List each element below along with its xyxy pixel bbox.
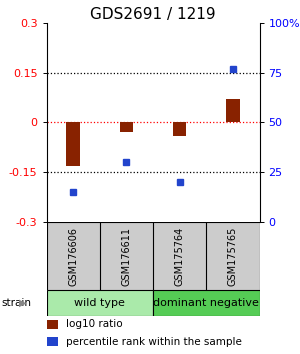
Text: GSM176611: GSM176611	[122, 227, 131, 286]
Bar	[226, 99, 239, 122]
FancyBboxPatch shape	[46, 290, 153, 316]
Title: GDS2691 / 1219: GDS2691 / 1219	[90, 7, 216, 22]
Bar	[120, 122, 133, 132]
Text: wild type: wild type	[74, 298, 125, 308]
Text: log10 ratio: log10 ratio	[66, 320, 122, 330]
Text: GSM175764: GSM175764	[175, 227, 184, 286]
Bar	[46, 337, 58, 346]
Text: GSM176606: GSM176606	[68, 227, 78, 286]
Text: dominant negative: dominant negative	[153, 298, 259, 308]
FancyBboxPatch shape	[153, 290, 260, 316]
Text: GSM175765: GSM175765	[228, 226, 238, 286]
Text: percentile rank within the sample: percentile rank within the sample	[66, 337, 242, 347]
Text: strain: strain	[2, 298, 31, 308]
Bar	[46, 320, 58, 329]
Bar	[173, 122, 186, 136]
Text: ▶: ▶	[19, 298, 26, 308]
Bar	[67, 122, 80, 166]
